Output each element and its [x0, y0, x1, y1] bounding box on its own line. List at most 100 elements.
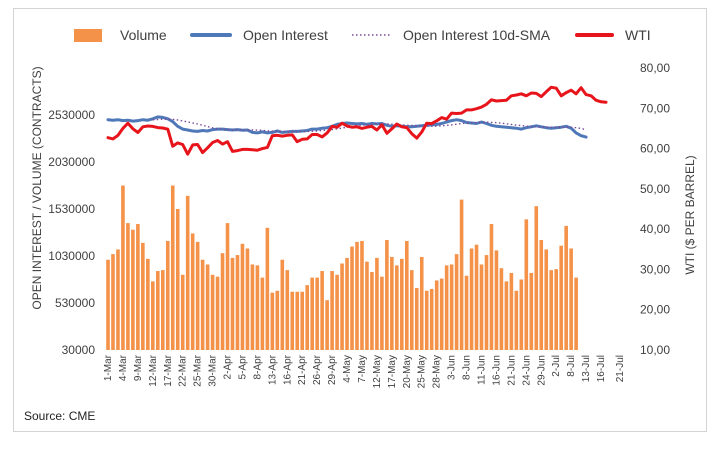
- volume-bar: [275, 290, 280, 350]
- volume-bar: [136, 224, 140, 350]
- right-tick-label: 70,00: [640, 101, 670, 115]
- volume-bar: [335, 274, 339, 350]
- volume-bar: [529, 272, 534, 350]
- volume-bar: [146, 258, 150, 350]
- volume-bar: [220, 253, 225, 350]
- volume-bar: [409, 270, 414, 350]
- volume-bar: [449, 264, 454, 350]
- volume-bar: [295, 291, 300, 350]
- volume-bar: [245, 248, 250, 350]
- volume-bar: [499, 268, 504, 350]
- right-axis-ticks: 10,00 20,00 30,00 40,00 50,00 60,00 70,00 80,00: [640, 61, 670, 357]
- volume-bar: [111, 254, 115, 350]
- x-tick-label: 8-Jul: [566, 355, 577, 377]
- legend: Volume Open Interest Open Interest 10d-S…: [74, 27, 651, 43]
- volume-bar: [255, 265, 260, 350]
- x-tick-label: 8-Apr: [252, 354, 263, 379]
- volume-bar: [554, 269, 558, 350]
- legend-wti-label: WTI: [625, 27, 651, 43]
- x-tick-label: 13-Apr: [267, 354, 278, 385]
- volume-bar: [325, 300, 329, 350]
- volume-bar: [310, 277, 314, 350]
- open-interest-line: [106, 115, 588, 139]
- volume-bar: [156, 271, 160, 350]
- volume-bar: [385, 240, 389, 350]
- volume-bar: [419, 256, 424, 350]
- x-tick-label: 4-May: [342, 355, 353, 383]
- volume-bar: [439, 278, 444, 350]
- x-tick-label: 1-Mar: [103, 354, 114, 381]
- wti-line: [106, 85, 608, 156]
- x-tick-label: 24-Jun: [521, 355, 532, 386]
- x-tick-label: 16-Jul: [596, 355, 607, 382]
- volume-bar: [260, 277, 265, 350]
- volume-bar: [355, 241, 359, 350]
- left-axis-title: OPEN INTEREST / VOLUME (CONTRACTS): [30, 66, 44, 309]
- volume-bar: [524, 219, 529, 350]
- volume-bar: [429, 288, 434, 350]
- volume-bar: [315, 277, 319, 350]
- left-tick-label: 1030000: [48, 249, 95, 263]
- volume-bar: [405, 240, 409, 350]
- legend-volume-label: Volume: [120, 27, 167, 43]
- volume-bar: [380, 276, 384, 350]
- x-tick-label: 9-Mar: [133, 354, 144, 381]
- x-tick-label: 5-Apr: [237, 354, 248, 379]
- volume-bar: [360, 240, 364, 350]
- open-interest-sma-line: [152, 118, 587, 133]
- volume-bar: [330, 271, 334, 350]
- left-tick-label: 2530000: [48, 108, 95, 122]
- right-tick-label: 10,00: [640, 343, 670, 357]
- volume-bar: [459, 199, 464, 350]
- volume-bar: [200, 259, 205, 350]
- legend-open-interest-label: Open Interest: [243, 27, 328, 43]
- x-tick-label: 25-Mar: [193, 354, 204, 386]
- x-tick-label: 30-Mar: [208, 354, 219, 386]
- volume-bar: [479, 264, 484, 350]
- volume-bar: [414, 287, 419, 350]
- volume-bar: [240, 243, 245, 350]
- volume-bar: [559, 245, 563, 350]
- volume-bar: [434, 280, 439, 350]
- right-tick-label: 50,00: [640, 182, 670, 196]
- volume-bar: [469, 248, 474, 350]
- x-tick-label: 2-Jul: [551, 355, 562, 377]
- x-tick-label: 13-Jul: [581, 355, 592, 382]
- right-tick-label: 40,00: [640, 222, 670, 236]
- volume-bar: [190, 233, 195, 350]
- x-tick-label: 3-Jun: [447, 355, 458, 380]
- left-tick-label: 1530000: [48, 202, 95, 216]
- volume-bar: [270, 292, 275, 350]
- volume-bar: [290, 291, 295, 350]
- volume-bar: [345, 257, 349, 350]
- volume-bar: [365, 261, 369, 350]
- x-tick-label: 16-Jun: [491, 355, 502, 386]
- volume-bar: [574, 277, 578, 350]
- volume-bar: [280, 259, 285, 350]
- volume-bar: [235, 255, 240, 350]
- x-tick-label: 20-May: [402, 355, 413, 388]
- chart-frame: [13, 8, 707, 432]
- legend-volume-swatch: [74, 29, 102, 42]
- x-tick-label: 22-Mar: [178, 354, 189, 386]
- volume-bar: [494, 250, 499, 350]
- volume-bar: [375, 257, 379, 350]
- volume-bar: [519, 279, 524, 350]
- x-tick-label: 12-Mar: [148, 354, 159, 386]
- volume-bar: [340, 263, 344, 350]
- volume-bar: [569, 248, 573, 350]
- volume-bar: [141, 242, 145, 350]
- x-tick-label: 17-Mar: [163, 354, 174, 386]
- volume-bar: [170, 185, 175, 350]
- volume-bar: [116, 249, 120, 350]
- volume-bar: [210, 274, 215, 350]
- volume-bar: [205, 264, 210, 350]
- x-tick-label: 21-Jul: [615, 355, 626, 382]
- x-tick-label: 26-Apr: [312, 354, 323, 385]
- volume-bar: [285, 270, 290, 350]
- volume-bar: [484, 255, 489, 350]
- left-tick-label: 530000: [55, 296, 95, 310]
- left-tick-label: 2030000: [48, 155, 95, 169]
- volume-bar: [160, 270, 165, 350]
- x-tick-label: 8-Jun: [462, 355, 473, 380]
